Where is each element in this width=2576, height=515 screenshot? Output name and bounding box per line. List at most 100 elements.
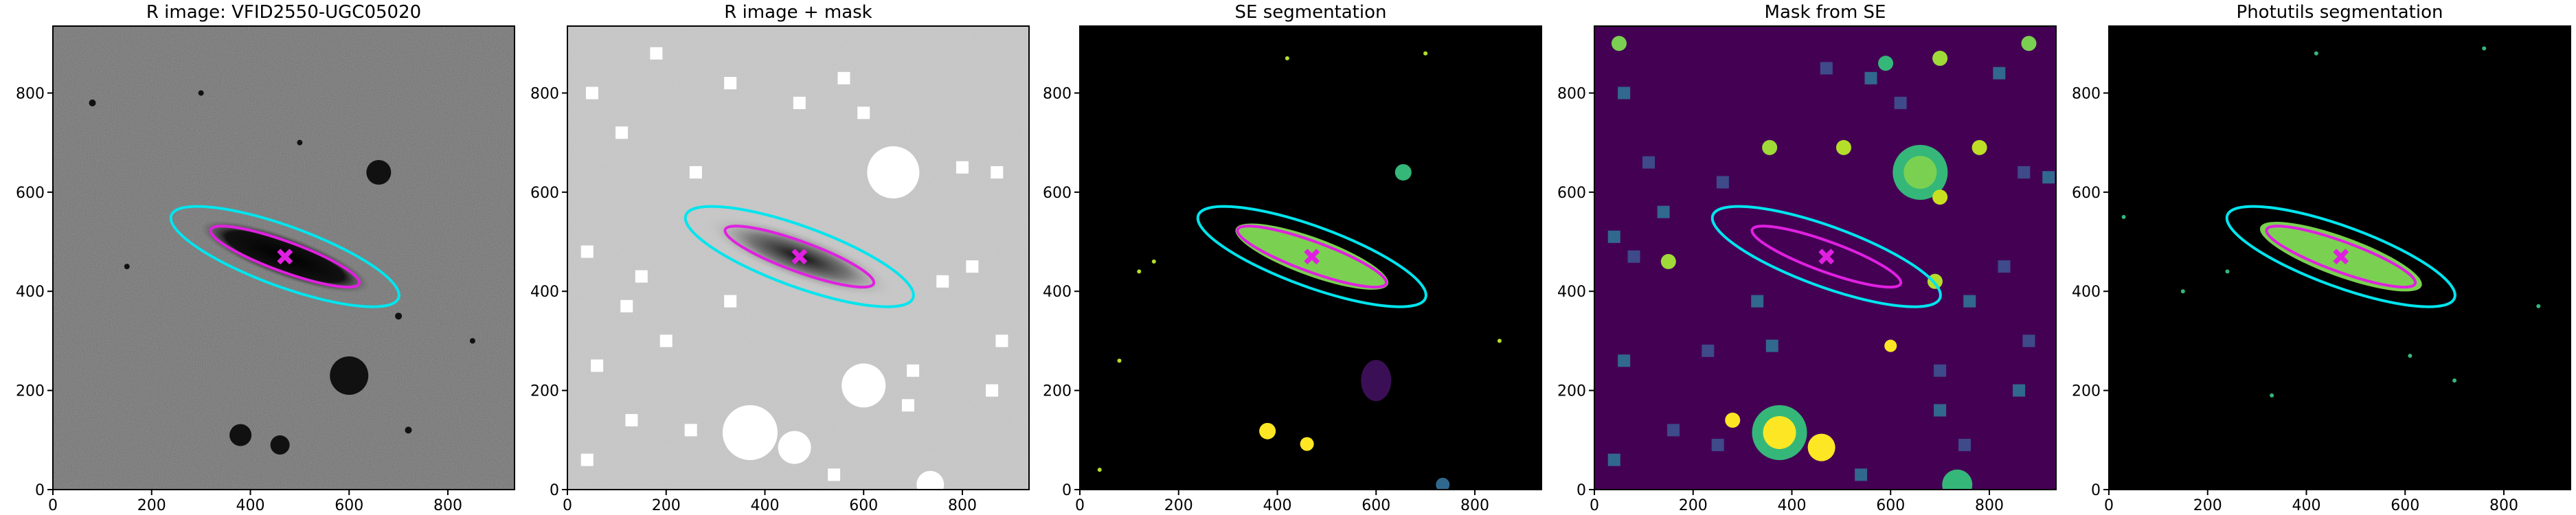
x-tick-label: 600	[849, 497, 878, 514]
mask-square	[580, 453, 594, 466]
inner-ellipse	[723, 225, 876, 289]
segment	[2482, 46, 2487, 51]
inner-ellipse	[2265, 225, 2417, 289]
mask-square	[724, 77, 737, 90]
mask-square	[615, 126, 629, 139]
segment	[2121, 214, 2126, 219]
mask-square	[1618, 354, 1631, 367]
mask-square	[991, 165, 1004, 179]
x-tick-label: 200	[652, 497, 681, 514]
panel-title: Photutils segmentation	[2237, 2, 2443, 23]
star	[229, 424, 252, 446]
segment	[2408, 354, 2413, 358]
star	[330, 356, 369, 395]
segment	[1394, 163, 1412, 181]
center-marker	[1818, 249, 1835, 265]
y-tick-label: 200	[530, 383, 559, 400]
mask-square	[986, 384, 999, 397]
y-tick-label: 800	[1043, 85, 1072, 102]
x-tick-label: 800	[2489, 497, 2518, 514]
y-tick-label: 0	[1577, 482, 1586, 499]
mask-square	[625, 413, 638, 426]
mask-square	[793, 96, 806, 109]
mask-square	[635, 270, 648, 283]
mask-square	[1627, 250, 1640, 263]
segment	[1436, 477, 1450, 490]
panel: SE segmentation 0 200 400 600 800 0 200 400 600 80…	[1043, 2, 1542, 514]
x-tick-label: 200	[1164, 497, 1193, 514]
y-tick-label: 0	[35, 482, 45, 499]
mask-square	[1607, 230, 1620, 243]
panel: Photutils segmentation 0 200 400 600 800 0 200 4…	[2072, 2, 2571, 514]
mask-square	[1751, 295, 1764, 308]
panel-title: R image: VFID2550-UGC05020	[146, 2, 421, 23]
segment	[2452, 378, 2457, 383]
mask-circle	[1932, 50, 1948, 66]
mask-circle	[722, 404, 778, 460]
x-tick-label: 200	[2193, 497, 2222, 514]
outer-ellipse	[2225, 205, 2456, 308]
mask-circle	[1762, 139, 1778, 155]
mask-square	[659, 334, 673, 347]
mask-square	[1998, 260, 2011, 273]
mask-circle	[1725, 412, 1741, 428]
segment	[2536, 304, 2541, 308]
segment	[1423, 51, 1428, 56]
panel: Mask from SE 0 200 400 600 800 0 200 400 600 800	[1557, 2, 2057, 514]
mask-circle	[778, 431, 811, 464]
mask-square	[1864, 71, 1877, 84]
axes-frame	[52, 25, 515, 490]
x-tick-label: 600	[1876, 497, 1905, 514]
x-tick-label: 600	[335, 497, 363, 514]
x-tick-label: 0	[1590, 497, 1599, 514]
center-marker	[2333, 249, 2349, 265]
outer-ellipse	[683, 205, 915, 308]
axes-frame	[1079, 25, 1542, 490]
y-tick-label: 600	[2072, 185, 2101, 202]
panel-title: R image + mask	[724, 2, 872, 23]
star	[405, 426, 412, 434]
mask-circle	[1878, 56, 1894, 71]
mask-square	[1963, 295, 1976, 308]
mask-square	[1657, 205, 1670, 218]
mask-circle	[1660, 253, 1676, 269]
mask-square	[936, 275, 949, 288]
inner-ellipse	[1236, 225, 1388, 289]
mask-square	[1765, 339, 1778, 352]
outer-ellipse	[1196, 205, 1427, 308]
y-tick-label: 0	[2091, 482, 2101, 499]
segment	[2314, 51, 2318, 56]
mask-square	[2018, 165, 2031, 179]
axes-frame	[567, 25, 1030, 490]
x-tick-label: 0	[1075, 497, 1085, 514]
mask-core	[1763, 415, 1796, 449]
mask-circle	[1807, 433, 1835, 461]
mask-circle	[1971, 139, 1987, 155]
mask-square	[585, 87, 598, 100]
mask-square	[857, 106, 870, 119]
mask-square	[724, 295, 737, 308]
y-tick-label: 200	[16, 383, 45, 400]
x-tick-label: 800	[1975, 497, 2004, 514]
y-tick-label: 400	[530, 284, 559, 301]
mask-circle	[2021, 36, 2037, 52]
mask-circle	[841, 363, 886, 408]
mask-square	[837, 71, 850, 84]
y-tick-label: 800	[530, 85, 559, 102]
x-tick-label: 800	[948, 497, 977, 514]
mask-square	[1934, 364, 1947, 377]
center-marker	[277, 249, 293, 265]
y-tick-label: 800	[2072, 85, 2101, 102]
image	[1594, 26, 2056, 490]
y-tick-label: 400	[1557, 284, 1586, 301]
center-marker	[791, 249, 808, 265]
x-tick-label: 0	[563, 497, 572, 514]
star	[469, 338, 475, 344]
y-tick-label: 400	[2072, 284, 2101, 301]
y-tick-label: 0	[1062, 482, 1072, 499]
mask-square	[580, 245, 594, 258]
mask-square	[2022, 334, 2035, 347]
x-tick-label: 600	[1362, 497, 1390, 514]
mask-square	[684, 424, 697, 437]
x-tick-label: 400	[1263, 497, 1291, 514]
